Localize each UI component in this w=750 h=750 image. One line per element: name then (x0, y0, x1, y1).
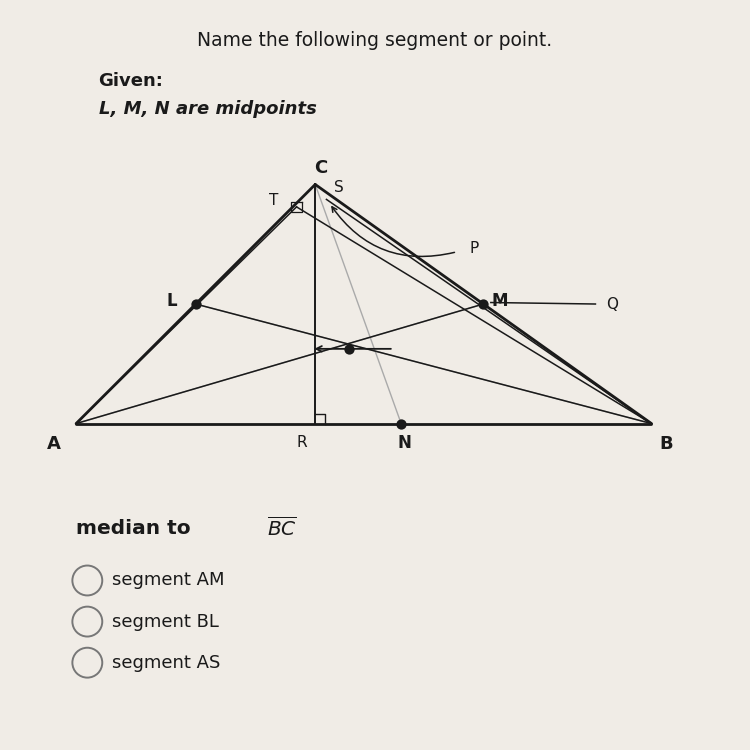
Text: N: N (398, 434, 411, 452)
Text: Q: Q (606, 296, 618, 311)
Text: median to: median to (76, 519, 198, 538)
Text: R: R (296, 436, 307, 451)
Text: T: T (269, 194, 279, 208)
Text: A: A (46, 436, 61, 454)
Text: M: M (491, 292, 508, 310)
Text: segment AS: segment AS (112, 654, 220, 672)
Point (477, 298, 489, 310)
Text: Given:: Given: (98, 73, 164, 91)
Text: segment BL: segment BL (112, 613, 219, 631)
Text: L, M, N are midpoints: L, M, N are midpoints (98, 100, 316, 118)
Text: S: S (334, 180, 344, 195)
Text: Name the following segment or point.: Name the following segment or point. (197, 32, 553, 50)
Text: B: B (659, 436, 674, 454)
Text: $\overline{BC}$: $\overline{BC}$ (267, 517, 296, 540)
Point (395, 418, 407, 430)
Text: L: L (166, 292, 177, 310)
Point (190, 298, 202, 310)
Text: C: C (314, 159, 328, 177)
Point (343, 343, 355, 355)
Text: segment AM: segment AM (112, 572, 224, 590)
Text: P: P (469, 242, 478, 256)
